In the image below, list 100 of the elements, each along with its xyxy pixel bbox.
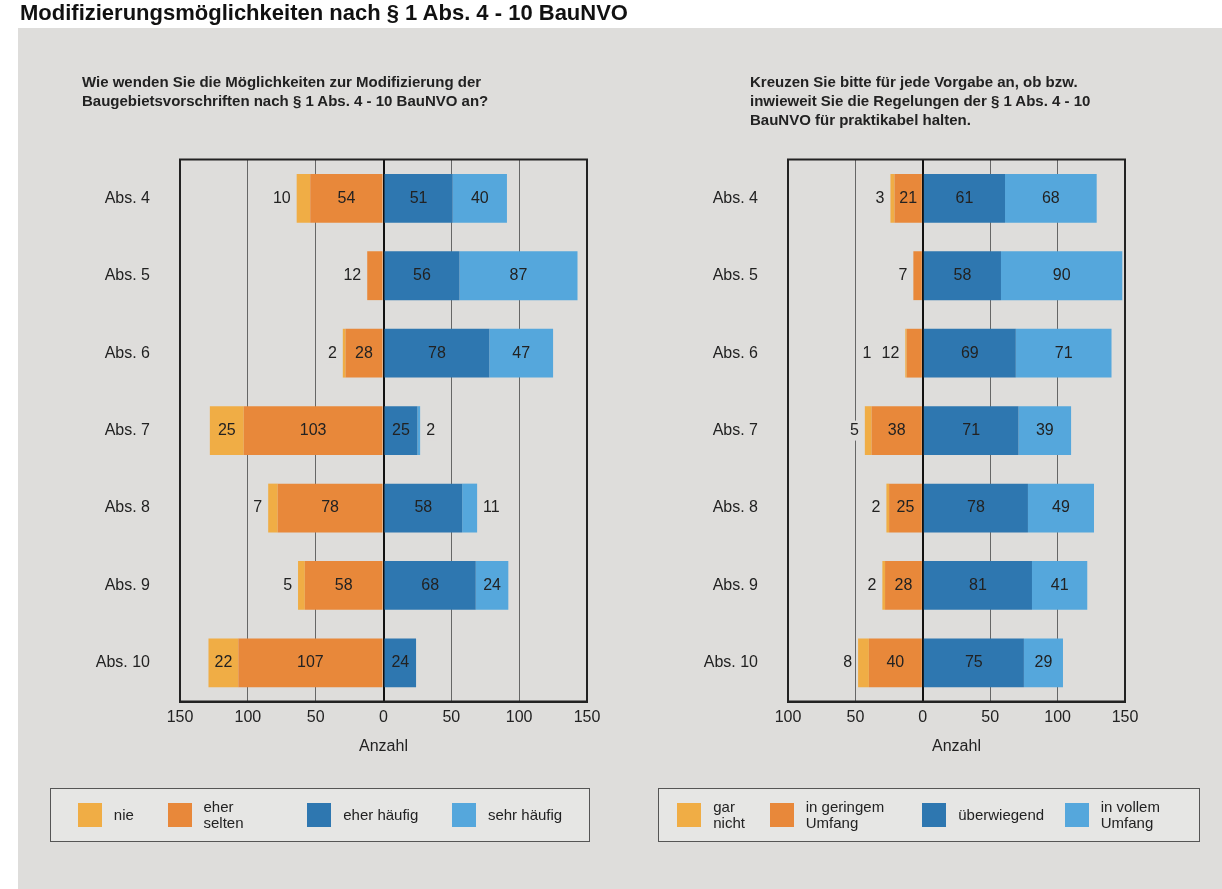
data-label: 12 (343, 266, 362, 284)
bar (268, 483, 278, 533)
bar (885, 561, 922, 610)
data-label: 81 (969, 575, 987, 593)
x-tick-label: 50 (846, 707, 865, 725)
bar (923, 638, 1024, 688)
y-tick-label: Abs. 5 (104, 266, 151, 284)
data-label: 2 (426, 421, 436, 439)
data-label: 69 (960, 343, 979, 361)
bar (384, 251, 460, 301)
data-label: 58 (953, 266, 972, 284)
data-label: 21 (899, 188, 918, 206)
bar (864, 406, 872, 455)
bar (310, 173, 383, 223)
data-label: 2 (867, 575, 877, 593)
data-label: 40 (470, 188, 489, 206)
legend-label: eher häufig (343, 806, 419, 823)
bar (1005, 173, 1097, 223)
data-label: 49 (1052, 498, 1070, 516)
x-tick-label: 0 (379, 707, 389, 725)
data-label: 29 (1034, 653, 1053, 671)
data-label: 25 (896, 498, 915, 516)
bar (894, 173, 922, 223)
bar (277, 483, 383, 533)
x-tick-label: 100 (1044, 707, 1072, 725)
bar (384, 638, 417, 688)
bar (923, 173, 1006, 223)
data-label: 107 (297, 653, 324, 671)
bar (384, 483, 463, 533)
bar (209, 406, 244, 455)
x-axis-title: Anzahl (932, 736, 981, 754)
data-label: 39 (1035, 421, 1054, 439)
data-label: 38 (887, 421, 906, 439)
data-label: 68 (421, 575, 440, 593)
x-tick-label: 150 (573, 707, 601, 725)
bar (208, 638, 239, 688)
data-label: 25 (217, 421, 236, 439)
data-label: 28 (894, 575, 913, 593)
x-tick-label: 0 (918, 707, 928, 725)
bar (1000, 251, 1123, 301)
data-label: 24 (391, 653, 410, 671)
data-label: 78 (321, 498, 340, 516)
bar (417, 406, 421, 455)
data-label: 28 (355, 343, 374, 361)
data-label: 75 (964, 653, 983, 671)
bar (913, 251, 922, 301)
bar (923, 406, 1019, 455)
bar (1027, 483, 1094, 533)
legend-label: gar nicht (713, 798, 746, 831)
data-label: 7 (898, 266, 908, 284)
y-tick-label: Abs. 10 (703, 653, 759, 671)
legend-label: sehr häufig (487, 806, 563, 823)
bar (384, 328, 490, 378)
x-tick-label: 100 (505, 707, 533, 725)
bar (243, 406, 383, 455)
y-tick-label: Abs. 7 (104, 421, 151, 439)
x-axis-title: Anzahl (359, 736, 408, 754)
y-tick-label: Abs. 9 (104, 575, 151, 593)
data-label: 3 (875, 188, 885, 206)
bar (384, 561, 476, 610)
legend-label: in vollem Umfang (1100, 798, 1161, 831)
y-tick-label: Abs. 6 (712, 343, 759, 361)
data-label: 71 (1054, 343, 1073, 361)
data-label: 25 (392, 421, 410, 439)
bar (238, 638, 383, 688)
bar (882, 561, 886, 610)
chart-title: Kreuzen Sie bitte für jede Vorgabe an, ob bzw. inwieweit Sie die Regelungen der § 1 Abs. 4 - 10 BauNVO für praktikabel halten. (750, 72, 1092, 129)
bar (1018, 406, 1072, 455)
legend-label: nie (113, 806, 134, 823)
bar (345, 328, 383, 378)
bar (923, 251, 1001, 301)
data-label: 68 (1041, 188, 1060, 206)
data-label: 41 (1050, 575, 1069, 593)
bar (886, 483, 890, 533)
bar (296, 173, 311, 223)
data-label: 2 (327, 343, 337, 361)
bar (475, 561, 509, 610)
data-label: 90 (1052, 266, 1071, 284)
data-label: 22 (214, 653, 233, 671)
bar (923, 483, 1028, 533)
bar (367, 251, 383, 301)
x-tick-label: 50 (981, 707, 1000, 725)
x-tick-label: 50 (306, 707, 325, 725)
data-label: 71 (962, 421, 981, 439)
legend-label: überwiegend (958, 806, 1046, 823)
data-label: 47 (512, 343, 531, 361)
data-label: 24 (483, 575, 502, 593)
y-tick-label: Abs. 8 (712, 498, 759, 516)
y-tick-label: Abs. 10 (95, 653, 151, 671)
bar (1015, 328, 1112, 378)
y-tick-label: Abs. 9 (712, 575, 759, 593)
bar (1031, 561, 1088, 610)
bar (923, 561, 1032, 610)
data-label: 58 (334, 575, 353, 593)
x-tick-label: 100 (234, 707, 262, 725)
text: Modifizierungsmöglichkeiten nach § 1 Abs. 4 - 10 BauNVO (20, 0, 628, 26)
data-label: 10 (272, 188, 291, 206)
bar (858, 638, 869, 688)
data-label: 5 (849, 421, 859, 439)
data-label: 78 (966, 498, 985, 516)
